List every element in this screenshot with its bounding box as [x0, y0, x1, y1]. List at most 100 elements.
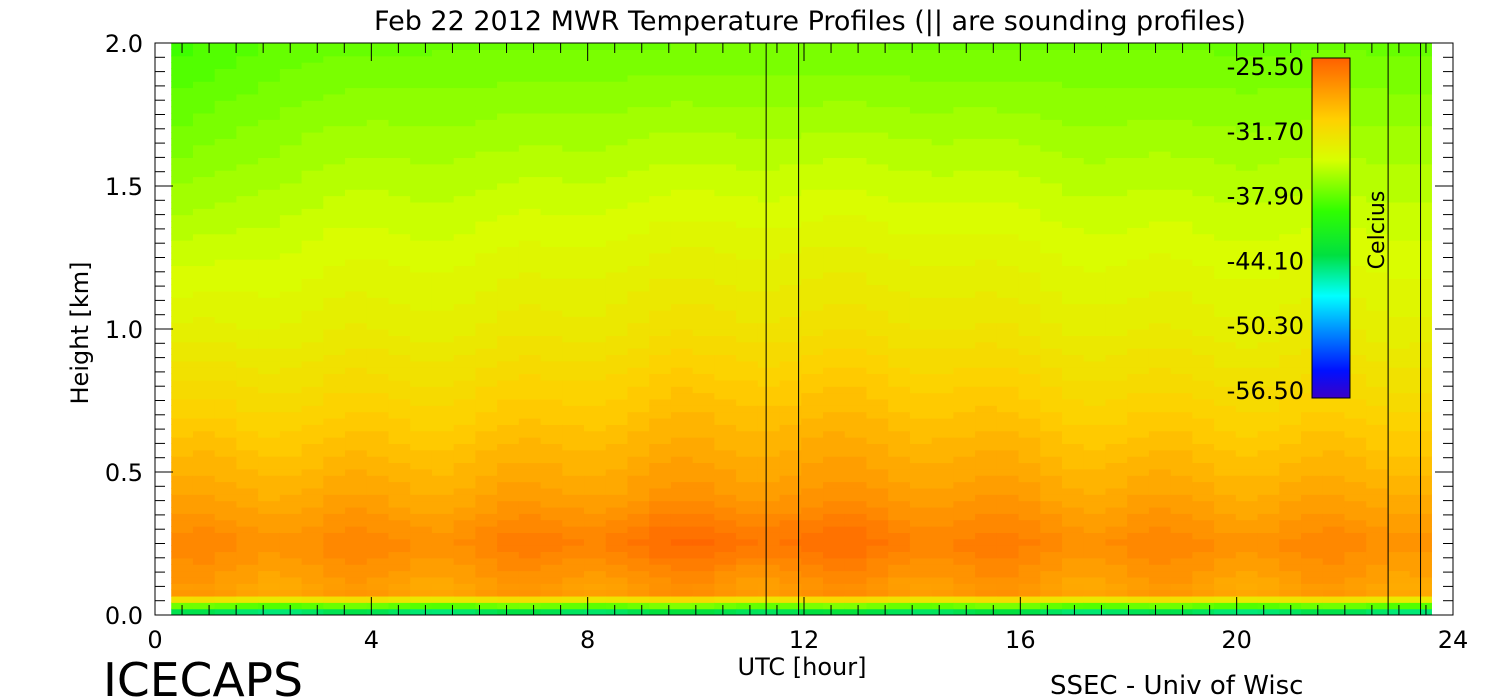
heatmap-cell [714, 176, 737, 184]
heatmap-cell [1062, 201, 1085, 209]
heatmap-cell [497, 138, 520, 146]
heatmap-cell [410, 68, 433, 76]
heatmap-cell [736, 354, 759, 362]
heatmap-cell [844, 398, 868, 406]
heatmap-cell [605, 220, 629, 228]
heatmap-cell [670, 526, 694, 533]
heatmap-cell [301, 220, 324, 228]
heatmap-cell [649, 608, 672, 615]
heatmap-cell [540, 246, 563, 254]
heatmap-cell [692, 303, 715, 311]
heatmap-cell [975, 354, 998, 362]
heatmap-cell [931, 589, 954, 597]
heatmap-cell [1040, 316, 1063, 324]
heatmap-cell [171, 481, 194, 489]
heatmap-cell [1018, 227, 1041, 235]
heatmap-cell [453, 62, 476, 70]
heatmap-cell [518, 151, 542, 158]
heatmap-cell [692, 81, 715, 89]
heatmap-cell [996, 201, 1020, 209]
heatmap-cell [1279, 265, 1302, 273]
heatmap-cell [1148, 360, 1172, 368]
heatmap-cell [1257, 189, 1280, 197]
heatmap-cell [214, 513, 238, 521]
heatmap-cell [540, 252, 563, 260]
heatmap-cell [1083, 602, 1107, 610]
heatmap-cell [692, 208, 715, 216]
heatmap-cell [1235, 271, 1259, 279]
heatmap-cell [779, 252, 802, 260]
heatmap-cell [627, 405, 650, 413]
heatmap-cell [996, 513, 1020, 521]
heatmap-cell [236, 189, 259, 197]
heatmap-cell [366, 220, 390, 228]
heatmap-cell [823, 329, 846, 336]
heatmap-cell [692, 87, 715, 95]
heatmap-cell [1083, 55, 1107, 63]
heatmap-cell [171, 68, 194, 76]
heatmap-cell [888, 62, 911, 70]
heatmap-cell [214, 189, 238, 197]
heatmap-cell [931, 74, 954, 82]
heatmap-cell [1127, 297, 1150, 305]
heatmap-cell [323, 106, 346, 114]
heatmap-cell [931, 456, 954, 464]
heatmap-cell [518, 373, 542, 381]
heatmap-cell [453, 322, 476, 330]
heatmap-cell [540, 125, 563, 133]
heatmap-cell [736, 87, 759, 95]
heatmap-cell [1170, 284, 1193, 292]
heatmap-cell [1257, 519, 1280, 527]
heatmap-cell [888, 386, 911, 394]
heatmap-cell [1170, 354, 1193, 362]
heatmap-cell [649, 417, 672, 425]
heatmap-cell [1279, 348, 1302, 356]
heatmap-cell [975, 74, 998, 82]
heatmap-cell [1344, 62, 1367, 70]
heatmap-cell [757, 233, 781, 241]
heatmap-cell [562, 157, 585, 165]
heatmap-cell [1170, 100, 1193, 108]
heatmap-cell [475, 329, 498, 336]
heatmap-cell [562, 93, 585, 101]
heatmap-cell [214, 182, 238, 190]
heatmap-cell [497, 87, 520, 95]
heatmap-cell [497, 144, 520, 152]
heatmap-cell [714, 297, 737, 305]
heatmap-cell [953, 513, 976, 521]
heatmap-cell [736, 144, 759, 152]
heatmap-cell [301, 392, 324, 400]
heatmap-cell [345, 411, 368, 419]
heatmap-cell [909, 538, 933, 546]
heatmap-cell [1279, 360, 1302, 368]
heatmap-cell [301, 93, 324, 101]
heatmap-cell [888, 468, 911, 476]
heatmap-cell [410, 595, 433, 603]
heatmap-cell [410, 252, 433, 260]
heatmap-cell [953, 163, 976, 171]
heatmap-cell [1170, 144, 1193, 152]
heatmap-cell [236, 176, 259, 184]
heatmap-cell [431, 335, 455, 343]
heatmap-cell [1257, 49, 1280, 57]
heatmap-cell [453, 265, 476, 273]
heatmap-cell [801, 233, 824, 241]
heatmap-cell [279, 462, 303, 470]
heatmap-cell [1322, 443, 1346, 451]
heatmap-cell [1344, 214, 1367, 222]
heatmap-cell [1062, 411, 1085, 419]
heatmap-cell [1148, 487, 1172, 495]
heatmap-cell [562, 443, 585, 451]
heatmap-cell [1018, 532, 1041, 540]
heatmap-cell [1257, 170, 1280, 178]
heatmap-cell [171, 322, 194, 330]
heatmap-cell [236, 227, 259, 235]
heatmap-cell [453, 87, 476, 95]
heatmap-cell [323, 576, 346, 584]
heatmap-cell [497, 303, 520, 311]
heatmap-cell [1127, 526, 1150, 533]
heatmap-cell [562, 481, 585, 489]
heatmap-cell [518, 49, 542, 57]
heatmap-cell [1322, 405, 1346, 413]
heatmap-cell [366, 411, 390, 419]
